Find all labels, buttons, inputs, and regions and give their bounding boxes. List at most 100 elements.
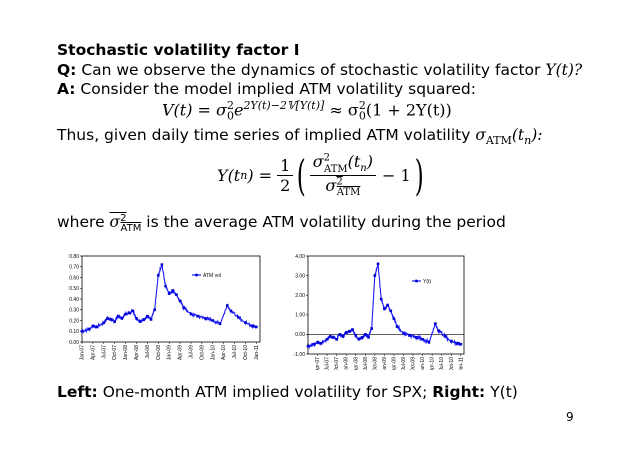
data-point	[226, 304, 229, 307]
eq1-rhs: ≈ σ	[329, 100, 359, 120]
eq1-exponent: 2Y(t)−2𝕍[Y(t)]	[243, 99, 325, 112]
data-point	[124, 312, 127, 316]
data-point	[229, 309, 233, 313]
answer-label: A:	[57, 80, 76, 98]
data-point	[392, 317, 396, 321]
x-tick-label: Jan-11	[254, 345, 260, 360]
x-tick-label: Apr-10	[221, 345, 227, 360]
answer-text: Consider the model implied ATM volatilit…	[80, 80, 476, 98]
data-point	[80, 329, 84, 333]
question-label: Q:	[57, 61, 77, 79]
data-point	[325, 338, 329, 341]
data-point	[434, 322, 437, 325]
data-point	[357, 338, 361, 341]
data-point	[120, 317, 124, 320]
data-point	[360, 336, 364, 339]
x-tick-label: Jul-08	[145, 345, 151, 359]
data-point	[427, 340, 431, 344]
data-point	[182, 306, 186, 309]
data-point	[376, 262, 380, 266]
legend-label: ATM vol	[203, 273, 221, 279]
data-point	[373, 274, 377, 277]
x-tick-label: Apr-08	[134, 345, 140, 360]
data-point	[251, 324, 255, 328]
data-point	[367, 336, 370, 339]
y-tick-label: 1.00	[295, 313, 305, 319]
equation-y: Y(t n) = 1 2 ( σ2ATM(tn) σ2ATM − 1 )	[217, 150, 424, 200]
data-point	[414, 336, 418, 339]
eq2-lhs: Y(t	[217, 165, 241, 185]
x-tick-label: Jul-10	[439, 357, 445, 370]
y-tick-label: 0.70	[69, 265, 79, 271]
data-point	[255, 325, 258, 329]
data-point	[379, 297, 383, 301]
data-point	[117, 314, 120, 318]
x-tick-label: Jan-10	[210, 345, 216, 361]
series-line	[307, 264, 462, 350]
x-tick-label: Jan-09	[382, 357, 388, 370]
caption: Left: One-month ATM implied volatility f…	[57, 382, 518, 402]
y-tick-label: 4.00	[295, 254, 305, 260]
y-tick-label: 0.10	[69, 329, 79, 335]
caption-left-label: Left:	[57, 383, 98, 401]
y-tick-label: -1.00	[294, 352, 306, 358]
series-line	[81, 265, 257, 334]
y-tick-label: 0.60	[69, 275, 79, 281]
y-tick-label: 0.80	[69, 254, 79, 260]
data-point	[443, 335, 447, 338]
y-tick-label: 3.00	[295, 273, 305, 279]
legend-swatch-marker	[415, 279, 418, 283]
thus-line: Thus, given daily time series of implied…	[57, 126, 543, 148]
data-point	[138, 320, 142, 323]
data-point	[408, 334, 412, 337]
x-tick-label: Oct-10	[243, 345, 249, 360]
fraction-half: 1 2	[277, 156, 294, 195]
atm-vol-chart: 0.00 0.10 0.20 0.30 0.40 0.50 0.60 0.70 0.80 Jan-…	[69, 254, 261, 361]
half-numerator: 1	[277, 156, 294, 176]
x-tick-label: Jan-09	[167, 345, 173, 361]
data-point	[211, 319, 215, 322]
x-tick-label: Oct-09	[411, 357, 417, 370]
data-point	[389, 309, 393, 313]
plot-frame	[307, 255, 465, 355]
x-tick-label: Jan-10	[420, 357, 426, 370]
data-point	[459, 342, 463, 346]
data-point	[335, 338, 338, 341]
data-point	[127, 311, 131, 315]
half-denominator: 2	[280, 175, 291, 195]
data-point	[106, 317, 109, 320]
x-tick-label: Oct-07	[334, 357, 340, 370]
eq1-tail: (1 + 2Y(t))	[365, 100, 452, 120]
question-text: Can we observe the dynamics of stochasti…	[81, 61, 541, 79]
data-point	[109, 318, 113, 321]
answer-line: A: Consider the model implied ATM volati…	[57, 79, 476, 99]
x-tick-label: Oct-07	[112, 345, 118, 360]
eq2-minus-one: − 1	[382, 165, 411, 185]
x-tick-label: Oct-08	[372, 357, 378, 370]
data-point	[204, 317, 207, 320]
data-point	[135, 317, 138, 320]
data-point	[113, 320, 116, 323]
eq1-lhs: V(t) = σ	[162, 100, 227, 120]
question-variable: Y(t)?	[545, 61, 583, 79]
data-point	[156, 274, 160, 277]
data-point	[236, 315, 240, 319]
thus-text: Thus, given daily time series of implied…	[57, 126, 471, 144]
data-point	[319, 341, 323, 345]
x-tick-label: Apr-09	[178, 345, 184, 360]
caption-left-text: One-month ATM implied volatility for SPX…	[102, 383, 428, 401]
data-point	[146, 314, 149, 318]
y-tick-label: 0.20	[69, 318, 79, 324]
data-point	[328, 335, 332, 338]
data-point	[189, 312, 193, 316]
data-point	[341, 335, 345, 338]
data-point	[167, 292, 171, 295]
y-tick-label: 0.00	[69, 340, 79, 346]
x-tick-label: Apr-09	[391, 357, 397, 370]
data-point	[351, 328, 354, 331]
caption-right-text: Y(t)	[490, 383, 518, 401]
data-point	[402, 332, 405, 335]
data-point	[421, 338, 424, 341]
x-tick-label: Apr-07	[315, 357, 321, 370]
